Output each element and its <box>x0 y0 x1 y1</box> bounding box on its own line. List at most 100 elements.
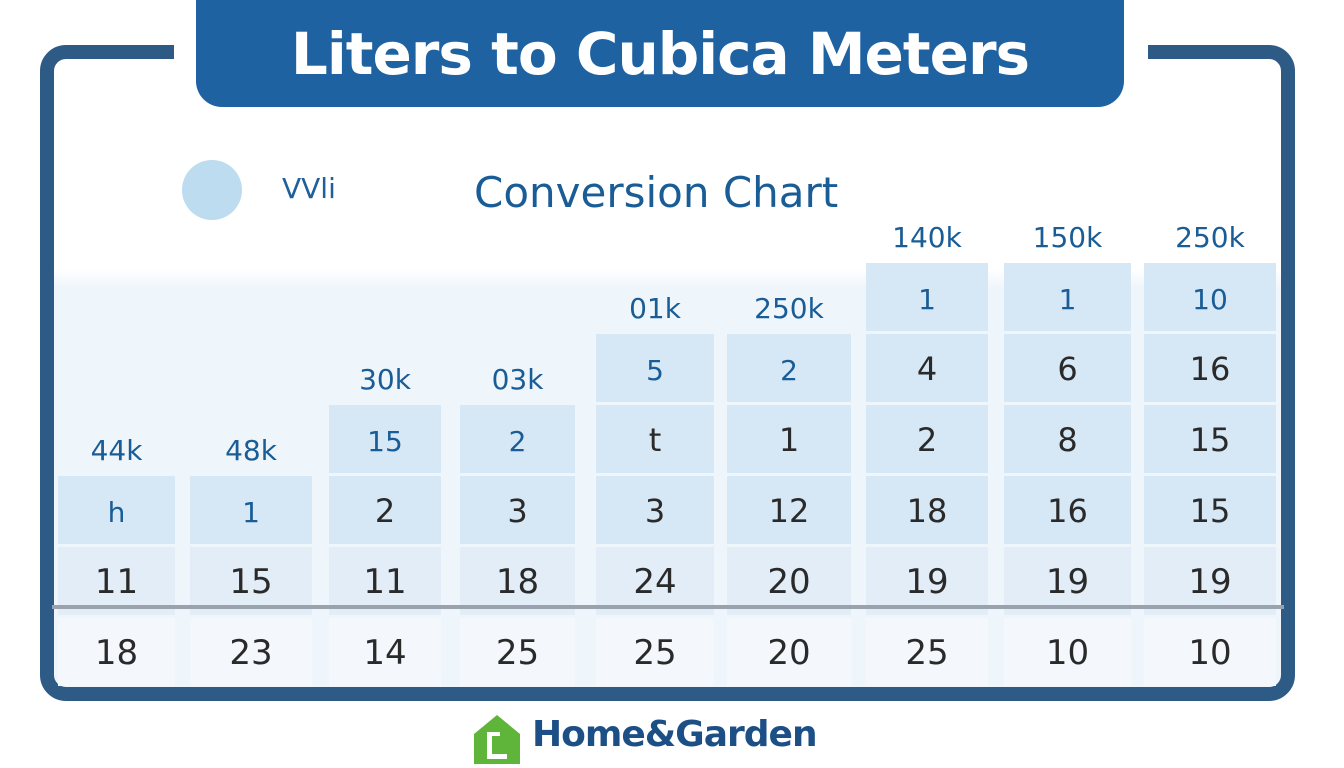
table-cell <box>727 618 851 686</box>
cell-value: 19 <box>1046 562 1089 602</box>
frame-gap-left <box>174 38 196 68</box>
column-header: 44k <box>91 434 144 467</box>
cell-value: 8 <box>1057 421 1077 459</box>
cell-value: 5 <box>646 354 664 387</box>
table-cell <box>727 334 851 402</box>
column-header: 30k <box>359 363 412 396</box>
table-cell <box>866 405 988 473</box>
cell-value: 2 <box>509 425 527 458</box>
table-cell <box>190 476 312 544</box>
cell-value: 4 <box>917 350 937 388</box>
table-cell <box>460 476 575 544</box>
table-cell <box>1144 476 1276 544</box>
frame-gap-right <box>1124 38 1148 68</box>
cell-value: 20 <box>767 633 810 673</box>
cell-value: 15 <box>1190 492 1231 530</box>
column-header: 48k <box>225 434 278 467</box>
cell-value: 19 <box>905 562 948 602</box>
table-cell <box>1144 618 1276 686</box>
table-cell <box>866 334 988 402</box>
table-cell <box>58 476 175 544</box>
cell-value: 16 <box>1190 350 1231 388</box>
table-cell <box>1004 618 1131 686</box>
footer-brand: Home&Garden <box>532 714 818 755</box>
cell-value: 12 <box>769 492 810 530</box>
table-cell <box>596 334 714 402</box>
table-cell <box>596 547 714 615</box>
cell-value: 1 <box>1059 283 1077 316</box>
cell-value: 1 <box>779 421 799 459</box>
table-cell <box>727 547 851 615</box>
cell-value: 24 <box>633 562 676 602</box>
cell-value: 16 <box>1047 492 1088 530</box>
table-cell <box>1004 334 1131 402</box>
cell-value: 3 <box>645 492 665 530</box>
table-cell <box>866 476 988 544</box>
cell-value: 3 <box>507 492 527 530</box>
table-cell <box>190 547 312 615</box>
column-header: 250k <box>754 292 824 325</box>
table-cell <box>866 263 988 331</box>
cell-value: 14 <box>363 633 406 673</box>
table-cell <box>727 405 851 473</box>
cell-value: 18 <box>95 633 138 673</box>
legend-label: VVli <box>282 172 336 205</box>
cell-value: 6 <box>1057 350 1077 388</box>
table-cell <box>1004 405 1131 473</box>
table-cell <box>329 618 441 686</box>
cell-value: 25 <box>496 633 539 673</box>
chart-subtitle: Conversion Chart <box>474 168 839 217</box>
table-cell <box>1144 405 1276 473</box>
cell-value: 11 <box>363 562 406 602</box>
house-logo-icon <box>474 715 520 764</box>
cell-value: 18 <box>907 492 948 530</box>
table-cell <box>866 618 988 686</box>
cell-value: 25 <box>905 633 948 673</box>
cell-value: 15 <box>229 562 272 602</box>
table-cell <box>58 618 175 686</box>
column-header: 140k <box>892 221 962 254</box>
cell-value: 11 <box>95 562 138 602</box>
cell-value: 1 <box>242 496 260 529</box>
table-cell <box>1144 263 1276 331</box>
cell-value: 10 <box>1192 283 1228 316</box>
column-header: 03k <box>492 363 545 396</box>
cell-value: 25 <box>633 633 676 673</box>
table-cell <box>460 547 575 615</box>
cell-value: 10 <box>1046 633 1089 673</box>
page-title: Liters to Cubica Meters <box>290 19 1030 88</box>
legend-swatch <box>182 160 242 220</box>
column-header: 250k <box>1175 221 1245 254</box>
table-cell <box>866 547 988 615</box>
table-cell <box>190 618 312 686</box>
table-cell <box>460 405 575 473</box>
table-cell <box>596 405 714 473</box>
table-cell <box>596 618 714 686</box>
table-cell <box>329 405 441 473</box>
table-cell <box>1004 547 1131 615</box>
cell-value: 23 <box>229 633 272 673</box>
table-cell <box>1004 476 1131 544</box>
table-cell <box>1004 263 1131 331</box>
table-cell <box>1144 334 1276 402</box>
table-cell <box>596 476 714 544</box>
cell-value: 1 <box>918 283 936 316</box>
cell-value: 2 <box>375 492 395 530</box>
cell-value: 15 <box>1190 421 1231 459</box>
table-cell <box>727 476 851 544</box>
column-header: 150k <box>1033 221 1103 254</box>
cell-value: 20 <box>767 562 810 602</box>
table-cell <box>329 547 441 615</box>
table-cell <box>58 547 175 615</box>
cell-value: 10 <box>1188 633 1231 673</box>
cell-value: 2 <box>917 421 937 459</box>
table-cell <box>1144 547 1276 615</box>
column-header: 01k <box>629 292 682 325</box>
cell-value: h <box>108 496 126 529</box>
title-banner: Liters to Cubica Meters <box>196 0 1124 107</box>
cell-value: 19 <box>1188 562 1231 602</box>
cell-value: t <box>649 421 662 459</box>
cell-value: 18 <box>496 562 539 602</box>
cell-value: 2 <box>780 354 798 387</box>
